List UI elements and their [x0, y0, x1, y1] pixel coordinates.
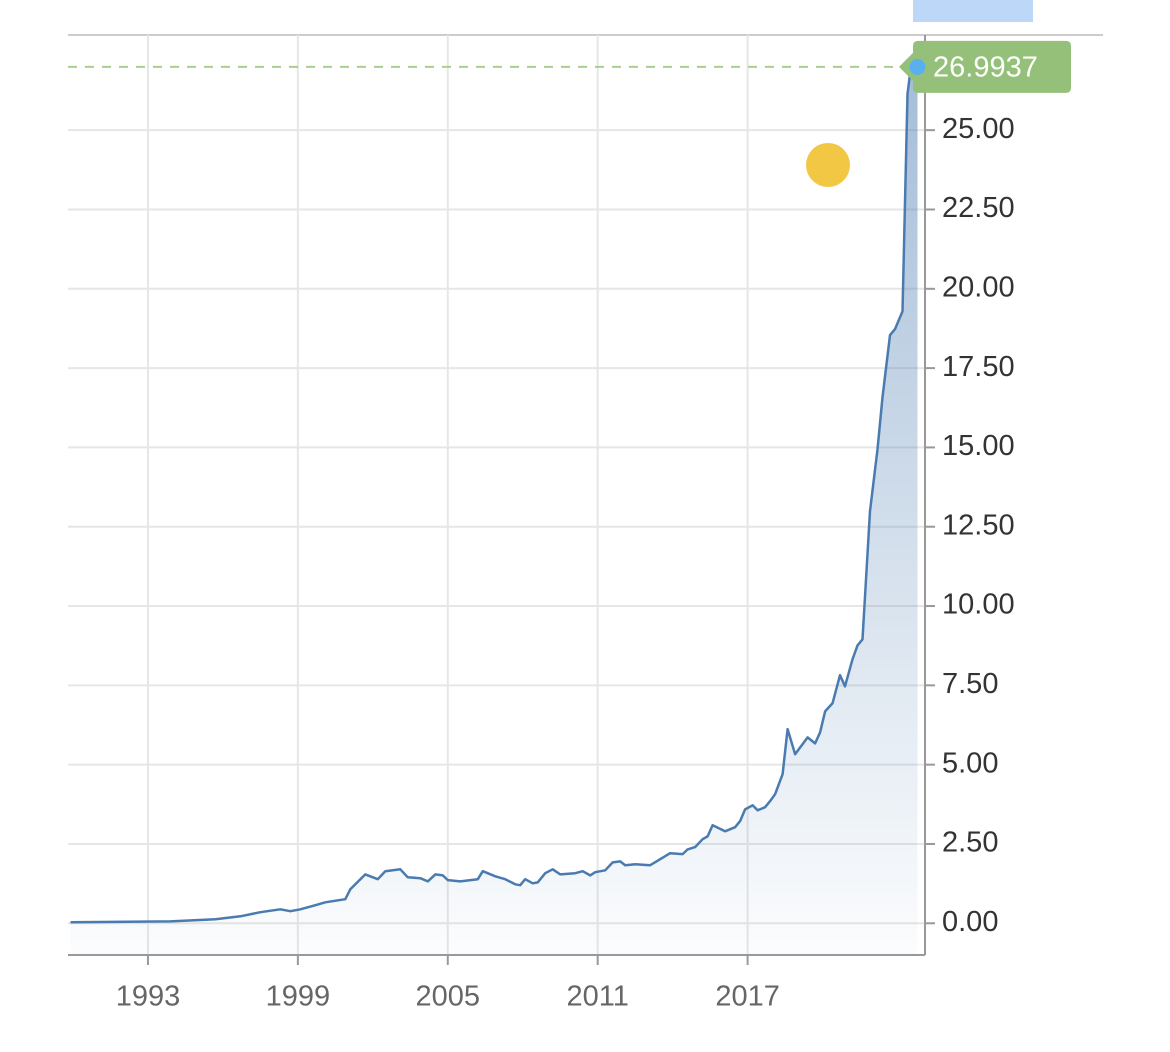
x-tick-label: 2017 — [715, 981, 780, 1013]
y-tick-label: 22.50 — [942, 192, 1015, 224]
y-tick-label: 15.00 — [942, 430, 1015, 462]
y-tick-label: 5.00 — [942, 747, 998, 779]
y-tick-label: 20.00 — [942, 271, 1015, 303]
event-marker[interactable] — [806, 143, 850, 187]
line — [70, 65, 919, 924]
plot — [70, 65, 919, 955]
y-tick-label: 25.00 — [942, 113, 1015, 145]
y-tick-label: 10.00 — [942, 589, 1015, 621]
x-tick-label: 1993 — [116, 981, 181, 1013]
x-tick-label: 1999 — [266, 981, 331, 1013]
range-button[interactable] — [913, 0, 1033, 22]
y-tick-label: 17.50 — [942, 351, 1015, 383]
area — [70, 66, 918, 955]
y-tick-label: 12.50 — [942, 509, 1015, 541]
y-tick-label: 7.50 — [942, 668, 998, 700]
last-value-box — [899, 40, 1071, 93]
x-tick-label: 2005 — [416, 981, 481, 1013]
overlay: 26.9937 — [68, 40, 1071, 93]
x-tick-label: 2011 — [567, 981, 629, 1013]
grid: 0.00 2.50 5.00 7.50 10.00 12.50 15.00 17.50 20.0… — [68, 35, 1015, 1013]
last-value-label: 26.9937 — [933, 52, 1038, 84]
y-tick-label: 0.00 — [942, 906, 998, 938]
last-point — [909, 58, 926, 75]
y-tick-label: 2.50 — [942, 827, 998, 859]
